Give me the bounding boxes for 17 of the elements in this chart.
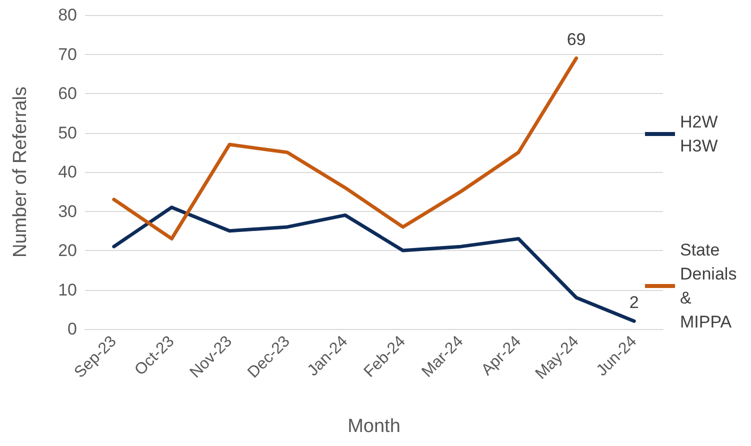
y-tick-label: 10 (58, 280, 77, 300)
y-tick-label: 50 (58, 123, 77, 142)
y-tick-label: 60 (58, 84, 77, 103)
data-label: 2 (629, 293, 639, 312)
y-tick-label: 40 (58, 162, 77, 182)
line-series (112, 206, 636, 323)
legend-label: H2W H3W (680, 112, 722, 156)
y-tick-label: 20 (58, 241, 77, 260)
y-tick-label: 0 (68, 320, 77, 338)
y-tick-label: 70 (58, 44, 77, 64)
y-tick-label: 30 (58, 202, 77, 221)
y-axis-title: Number of Referrals (10, 86, 31, 258)
y-tick-label: 80 (58, 6, 77, 24)
x-axis-title: Month (348, 416, 400, 437)
line-series (112, 56, 578, 240)
legend-label: State Denials & MIPPA (680, 240, 742, 332)
data-label: 69 (566, 30, 586, 50)
